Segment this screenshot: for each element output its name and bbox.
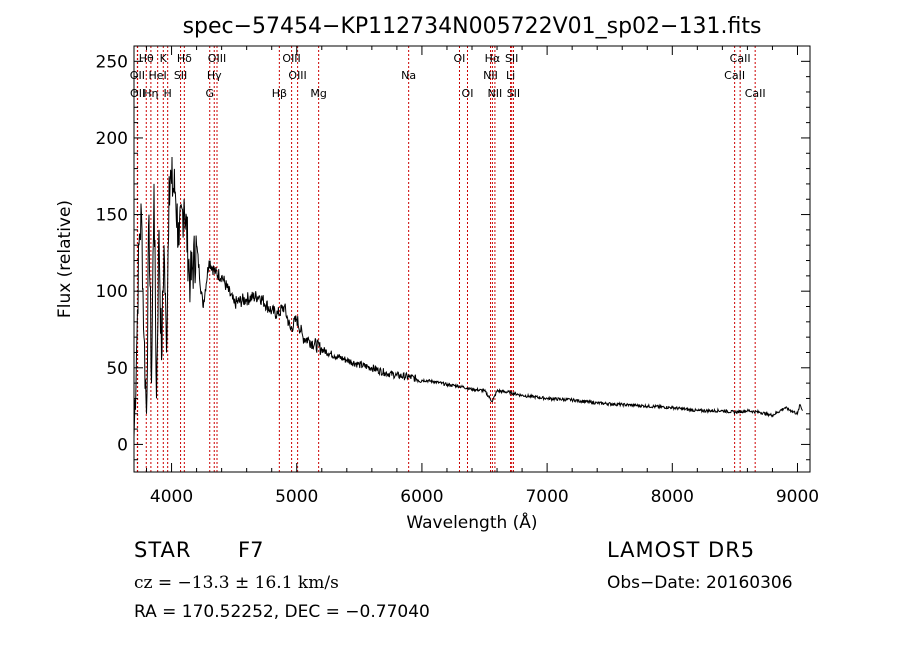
line-label-9: G [205, 87, 214, 100]
line-label-24: SII [507, 87, 520, 100]
y-tick-label-0: 0 [117, 435, 128, 455]
coordinates: RA = 170.52252, DEC = −0.77040 [134, 602, 430, 622]
x-tick-label-2: 6000 [400, 487, 443, 507]
spectrum-line [133, 156, 803, 437]
line-label-0: OII [130, 69, 145, 82]
x-axis-label: Wavelength (Å) [406, 511, 537, 533]
observation-date: Obs−Date: 20160306 [607, 573, 793, 593]
line-label-21: NII [488, 87, 503, 100]
chart-title: spec−57454−KP112734N005722V01_sp02−131.f… [183, 14, 762, 39]
line-label-11: OIII [208, 52, 226, 65]
spectral-line-markers [136, 46, 756, 472]
line-label-25: CaII [724, 69, 745, 82]
line-label-22: Li [506, 69, 515, 82]
line-label-17: OI [454, 52, 466, 65]
x-tick-label-1: 5000 [275, 487, 318, 507]
line-label-7: SII [174, 69, 187, 82]
object-subclass: F7 [238, 538, 264, 562]
line-label-15: Mg [310, 87, 326, 100]
line-label-16: Na [401, 69, 416, 82]
line-label-19: NII [483, 69, 498, 82]
y-tick-label-3: 150 [96, 206, 128, 226]
line-label-3: Hη [143, 87, 158, 100]
object-class: STAR [134, 538, 192, 562]
line-label-13: OIII [282, 52, 300, 65]
y-tick-label-4: 200 [96, 129, 128, 149]
line-label-5: K [160, 52, 168, 65]
line-label-4: HeI [149, 69, 167, 82]
y-tick-label-5: 250 [96, 52, 128, 72]
y-tick-label-2: 100 [96, 282, 128, 302]
line-label-14: OIII [288, 69, 306, 82]
x-tick-label-3: 7000 [525, 487, 568, 507]
line-label-23: SII [505, 52, 518, 65]
y-tick-label-1: 50 [106, 359, 128, 379]
x-tick-label-5: 9000 [776, 487, 819, 507]
spectral-line-labels: OIIOIIHθHηHeIKHSIIHδGHγOIIIHβOIIIOIIIMgN… [130, 52, 766, 100]
spectrum-chart: spec−57454−KP112734N005722V01_sp02−131.f… [55, 14, 819, 533]
line-label-10: Hγ [207, 69, 222, 82]
y-axis-label: Flux (relative) [55, 200, 75, 318]
line-label-12: Hβ [272, 87, 287, 100]
plot-frame [133, 45, 811, 473]
x-tick-label-4: 8000 [651, 487, 694, 507]
line-label-20: Hα [485, 52, 501, 65]
survey-name: LAMOST DR5 [607, 538, 756, 562]
line-label-27: CaII [745, 87, 766, 100]
line-label-8: Hδ [177, 52, 192, 65]
line-label-18: OI [462, 87, 474, 100]
redshift-velocity: cz = −13.3 ± 16.1 km/s [134, 573, 339, 593]
line-label-26: CaII [730, 52, 751, 65]
axes: 4000 5000 6000 7000 8000 9000 0 50 100 150 200 250 [96, 45, 819, 507]
x-tick-label-0: 4000 [150, 487, 193, 507]
line-label-2: Hθ [139, 52, 154, 65]
line-label-6: H [164, 87, 172, 100]
